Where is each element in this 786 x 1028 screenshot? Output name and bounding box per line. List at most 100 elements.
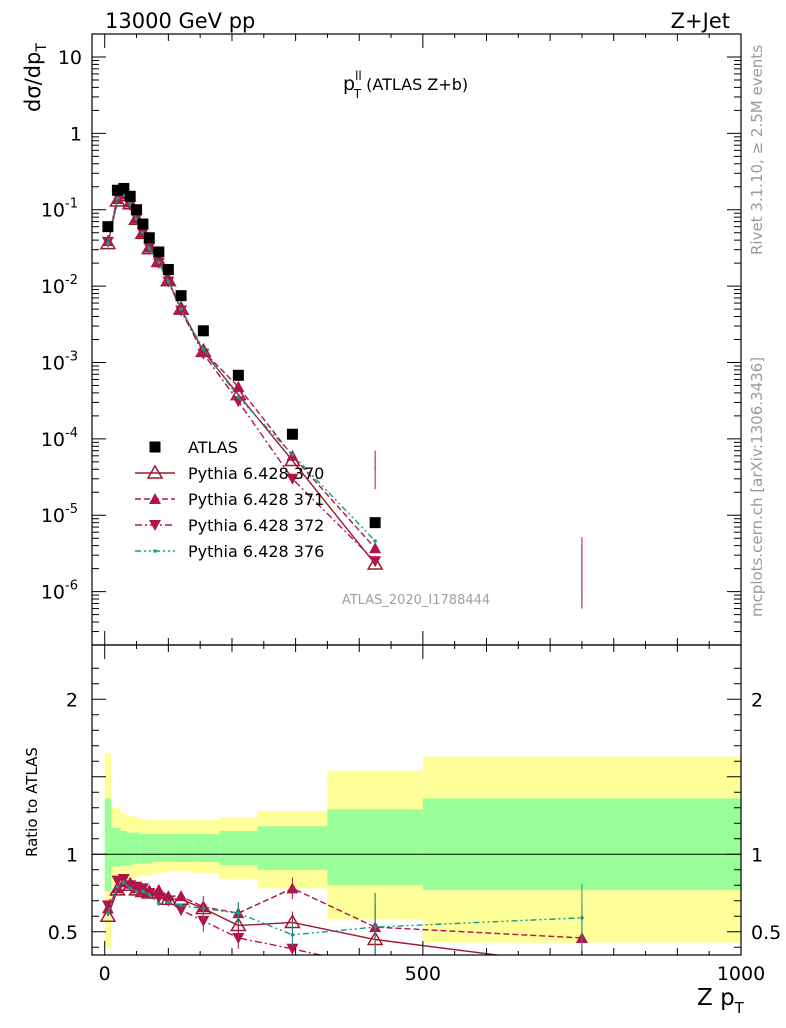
rivet-label: Rivet 3.1.10, ≥ 2.5M events — [748, 45, 766, 255]
main-marker — [140, 240, 158, 255]
band-inner-bin — [193, 834, 220, 862]
x-tick-label: 1000 — [717, 963, 765, 985]
main-marker — [290, 452, 295, 457]
legend-marker — [149, 493, 161, 504]
ratio-marker — [152, 883, 165, 895]
main-marker — [157, 260, 161, 265]
main-marker — [369, 542, 382, 554]
legend-label: Pythia 6.428 370 — [188, 464, 324, 483]
x-axis-label-text: Z p — [697, 985, 735, 1011]
band-inner-bin — [111, 827, 121, 867]
main-y-tick-label: 10-3 — [41, 349, 78, 374]
band-inner-bin — [152, 834, 166, 862]
ratio-y-tick-label-right: 2 — [751, 689, 763, 711]
atlas-data-point — [131, 204, 143, 216]
ratio-marker — [201, 906, 206, 911]
main-y-tick-label: 10-1 — [41, 197, 78, 222]
ratio-marker — [147, 892, 152, 897]
main-ylabel: dσ/dpT — [21, 43, 50, 112]
main-marker — [369, 556, 382, 568]
ratio-y-tick-label-right: 0.5 — [751, 922, 781, 944]
ratio-marker — [290, 933, 295, 937]
main-marker — [201, 347, 206, 351]
band-inner-bin — [327, 809, 423, 886]
main-y-tick-label: 10-2 — [41, 273, 78, 298]
ratio-bands — [92, 753, 741, 948]
atlas-data-point — [143, 232, 155, 244]
ratio-marker — [134, 889, 139, 894]
main-marker — [373, 539, 377, 543]
ratio-marker — [232, 932, 245, 944]
band-inner-bin — [146, 834, 153, 864]
main-ylabel-text: dσ/dp — [21, 52, 45, 112]
ratio-marker — [115, 885, 120, 889]
ratio-marker — [99, 907, 117, 922]
ratio-marker — [179, 903, 183, 908]
main-series — [99, 182, 583, 609]
x-axis-label: Z pT — [697, 985, 745, 1017]
x-tick-label: 500 — [405, 963, 441, 985]
atlas-data-point — [175, 290, 187, 302]
plot-title-rest: (ATLAS Z+b) — [361, 75, 468, 94]
main-marker — [232, 396, 245, 408]
x-tick-label: 0 — [99, 963, 111, 985]
band-inner-bin — [257, 826, 328, 870]
atlas-data-point — [162, 264, 174, 276]
ratio-marker — [136, 883, 149, 895]
ratio-marker — [166, 900, 171, 905]
ratio-marker — [197, 915, 210, 927]
process-label: Z+Jet — [671, 9, 730, 33]
main-marker — [236, 395, 241, 400]
ratio-marker — [141, 889, 145, 894]
ratio-marker — [175, 905, 188, 917]
main-y-tick-label: 10-4 — [41, 426, 78, 451]
ratio-series — [99, 874, 588, 955]
main-y-tick-label: 10-6 — [41, 579, 78, 604]
atlas-data-point — [102, 221, 114, 233]
main-line-pythia-6.428-376 — [107, 194, 376, 542]
legend-marker — [146, 464, 164, 479]
ratio-marker — [286, 943, 299, 955]
main-marker — [366, 555, 384, 570]
ratio-ylabel: Ratio to ATLAS — [23, 747, 41, 857]
legend-marker — [149, 520, 161, 531]
main-marker — [166, 279, 171, 284]
atlas-data-point — [197, 325, 209, 337]
legend-label: Pythia 6.428 371 — [188, 490, 324, 509]
atlas-data-point — [153, 246, 165, 258]
main-marker — [128, 210, 145, 226]
atlas-data-point — [118, 182, 130, 194]
band-inner-bin — [422, 798, 741, 890]
ratio-marker — [152, 892, 165, 904]
atlas-data-point — [137, 218, 149, 230]
main-marker — [197, 348, 210, 360]
ratio-marker — [236, 911, 241, 915]
legend-marker — [153, 549, 157, 553]
ratio-marker — [106, 911, 110, 915]
ratio-marker — [286, 882, 299, 894]
main-marker — [106, 241, 110, 246]
ratio-marker — [117, 874, 130, 886]
main-marker — [232, 380, 245, 392]
main-y-tick-label: 10 — [58, 47, 82, 69]
main-marker — [115, 196, 120, 201]
band-inner-bin — [120, 831, 127, 866]
legend-label: Pythia 6.428 372 — [188, 516, 324, 535]
legend-label: Pythia 6.428 376 — [188, 542, 324, 561]
plot-title: pll T (ATLAS Z+b) — [343, 69, 468, 101]
legend: ATLAS Pythia 6.428 370 Pythia 6.428 371 Pyt… — [135, 438, 324, 561]
plot-title-sub: T — [353, 87, 362, 101]
ratio-y-tick-label-left: 1 — [66, 844, 78, 866]
atlas-data-point — [124, 190, 136, 202]
ratio-marker — [175, 890, 188, 902]
source-label: mcplots.cern.ch [arXiv:1306.3436] — [748, 357, 766, 617]
ratio-marker — [373, 925, 377, 929]
ratio-y-tick-label-left: 0.5 — [48, 922, 78, 944]
ratio-y-tick-label-right: 1 — [751, 844, 763, 866]
plot-title-main: p — [343, 73, 355, 95]
band-inner-bin — [133, 832, 140, 864]
legend-marker-atlas — [149, 441, 161, 453]
atlas-data-point — [232, 369, 244, 381]
